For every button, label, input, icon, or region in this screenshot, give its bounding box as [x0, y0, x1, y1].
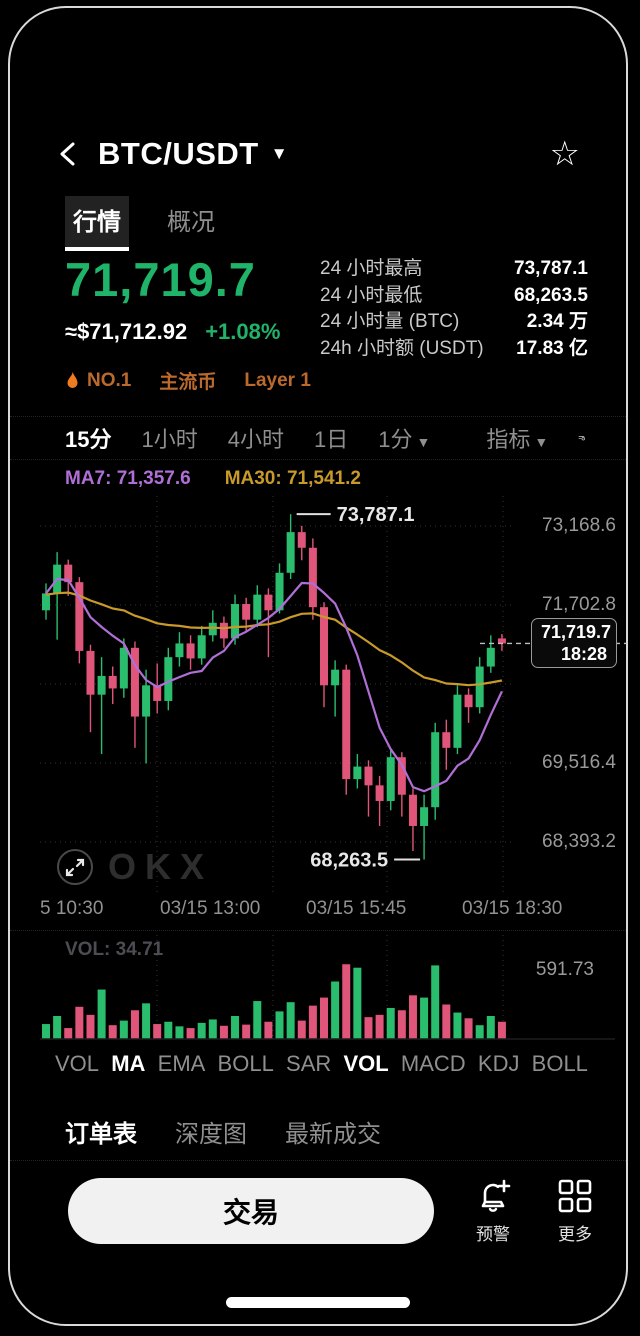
tab-latest-trades[interactable]: 最新成交 [285, 1121, 381, 1148]
timeframe-1d[interactable]: 1日 [313, 427, 349, 452]
pair-caret-icon[interactable]: ▼ [270, 144, 288, 163]
flame-icon [67, 371, 78, 388]
y-axis-label: 69,516.4 [542, 752, 616, 773]
page-title[interactable]: BTC/USDT [98, 136, 259, 171]
stat-value: 73,787.1 [514, 258, 588, 279]
volume-pane[interactable]: VOL: 34.71 591.73 [10, 933, 626, 1043]
volume-canvas [40, 935, 615, 1040]
indicator-macd[interactable]: MACD [400, 1051, 466, 1076]
stat-row: 24h 小时额 (USDT) 17.83 亿 [320, 336, 588, 363]
tag-rank: NO.1 [65, 370, 131, 392]
indicator-vol-main[interactable]: VOL [55, 1051, 100, 1076]
okx-logo: OKX [108, 846, 214, 887]
svg-text:68,263.5: 68,263.5 [310, 850, 388, 872]
y-axis-label: 71,702.8 [542, 594, 616, 615]
indicator-bar: VOL MA EMA BOLL SAR VOL MACD KDJ BOLL [55, 1046, 588, 1082]
tag-mainstream: 主流币 [159, 372, 217, 393]
stat-label: 24 小时最高 [320, 258, 423, 279]
trade-button[interactable]: 交易 [68, 1178, 434, 1244]
timeframe-1h[interactable]: 1小时 [141, 427, 198, 452]
volume-scale-label: 591.73 [535, 959, 594, 980]
y-axis-label: 68,393.2 [542, 831, 616, 852]
stats-panel: 24 小时最高 73,787.1 24 小时最低 68,263.5 24 小时量 (BT… [320, 256, 588, 394]
stat-row: 24 小时量 (BTC) 2.34 万 [320, 309, 588, 336]
ma30-label: MA30: 71,541.2 [224, 468, 361, 489]
chart-canvas[interactable]: 73,787.1 68,263.5 [40, 496, 628, 893]
bell-plus-icon [481, 1179, 511, 1212]
x-axis-labels: 5 10:30 03/15 13:00 03/15 15:45 03/15 18:30 [10, 898, 626, 922]
stat-row: 24 小时最高 73,787.1 [320, 256, 588, 283]
x-axis-label: 5 10:30 [40, 898, 104, 919]
badge-time: 18:28 [560, 644, 607, 665]
indicator-ema[interactable]: EMA [157, 1051, 206, 1076]
tab-overview[interactable]: 概况 [167, 209, 215, 236]
indicator-ma[interactable]: MA [111, 1051, 146, 1076]
indicator-kdj[interactable]: KDJ [477, 1051, 520, 1076]
alert-label: 预警 [476, 1225, 510, 1244]
last-price-badge: 71,719.7 18:28 [531, 618, 617, 669]
price-block: 71,719.7 ≈$71,712.92 +1.08% NO.1 主流币 Layer… [65, 252, 311, 394]
badge-price: 71,719.7 [541, 622, 612, 643]
tab-depth-chart[interactable]: 深度图 [175, 1121, 247, 1148]
stat-value: 2.34 万 [526, 311, 588, 332]
favorite-star-icon[interactable]: ☆ [549, 135, 580, 173]
ma7-label: MA7: 71,357.6 [65, 468, 191, 489]
timeframe-bar: 15分 1小时 4小时 1日 1分 ▼ 指标 ▼ [10, 416, 626, 460]
stat-value: 17.83 亿 [516, 337, 588, 359]
indicator-boll[interactable]: BOLL [217, 1051, 274, 1076]
home-indicator[interactable] [226, 1297, 410, 1308]
svg-text:73,787.1: 73,787.1 [337, 504, 415, 526]
bottom-tabs: 订单表 深度图 最新成交 [10, 1114, 626, 1161]
x-axis-label: 03/15 15:45 [306, 898, 407, 919]
timeframe-4h[interactable]: 4小时 [227, 427, 284, 452]
tab-order-book[interactable]: 订单表 [65, 1121, 137, 1148]
indicator-boll-sub[interactable]: BOLL [531, 1051, 588, 1076]
volume-current-label: VOL: 34.71 [65, 939, 164, 960]
grid-more-icon [558, 1179, 592, 1213]
back-icon[interactable] [56, 139, 82, 169]
tab-market[interactable]: 行情 [65, 196, 129, 251]
indicator-vol-sub[interactable]: VOL [343, 1051, 389, 1076]
fiat-price: ≈$71,712.92 [65, 319, 188, 344]
top-tabs: 行情 概况 [65, 196, 223, 251]
chart-settings-icon[interactable] [578, 424, 586, 452]
more-action[interactable]: 更多 [540, 1176, 610, 1245]
x-axis-label: 03/15 13:00 [160, 898, 261, 919]
alert-action[interactable]: 预警 [458, 1176, 528, 1245]
indicator-sar[interactable]: SAR [286, 1051, 332, 1076]
x-axis-label: 03/15 18:30 [462, 898, 563, 919]
stat-label: 24h 小时额 (USDT) [320, 337, 484, 359]
stat-label: 24 小时量 (BTC) [320, 311, 460, 332]
expand-icon[interactable] [56, 848, 94, 886]
nav-bar: BTC/USDT ▼ ☆ [56, 132, 580, 176]
stat-label: 24 小时最低 [320, 284, 423, 306]
timeframe-15m[interactable]: 15分 [65, 427, 112, 452]
watermark: OKX [56, 846, 213, 888]
phone-frame: BTC/USDT ▼ ☆ 行情 概况 71,719.7 ≈$71,712.92 +… [8, 6, 628, 1326]
fiat-row: ≈$71,712.92 +1.08% [65, 319, 311, 345]
price-area: 71,719.7 ≈$71,712.92 +1.08% NO.1 主流币 Layer… [65, 252, 588, 394]
last-price: 71,719.7 [65, 253, 256, 306]
timeframe-1m-dropdown[interactable]: 1分 ▼ [378, 427, 431, 452]
stat-row: 24 小时最低 68,263.5 [320, 283, 588, 310]
ma-legend: MA7: 71,357.6 MA30: 71,541.2 [65, 468, 361, 490]
candlestick-chart[interactable]: MA7: 71,357.6 MA30: 71,541.2 73,787.1 68,… [10, 460, 626, 931]
y-axis-label: 73,168.6 [542, 515, 616, 536]
tag-layer1: Layer 1 [244, 369, 311, 391]
change-percent: +1.08% [205, 319, 281, 344]
stat-value: 68,263.5 [514, 284, 588, 306]
more-label: 更多 [558, 1225, 592, 1244]
timeframe-indicator-dropdown[interactable]: 指标 ▼ [486, 427, 549, 452]
token-tags: NO.1 主流币 Layer 1 [65, 367, 311, 394]
